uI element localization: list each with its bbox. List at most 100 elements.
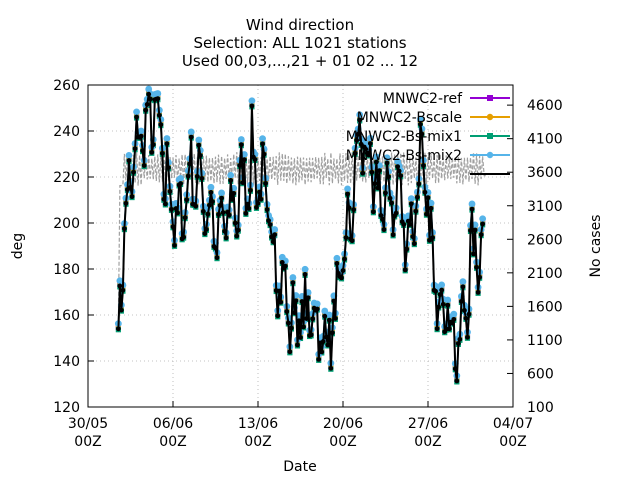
data-point [308,332,314,338]
data-point [240,180,246,186]
data-point [434,326,440,332]
y-tick-label: 200 [53,216,80,232]
legend-item: MNWC2-Bs-mix1 [346,129,510,145]
y2-tick-label: 600 [527,366,554,382]
data-point [263,180,268,186]
data-point [398,173,404,179]
data-point [264,207,270,212]
series-5 [115,91,486,384]
data-point [321,307,329,315]
data-point [367,141,373,146]
data-point [354,137,360,143]
data-point [444,296,452,304]
data-point [381,227,387,232]
data-point [213,245,218,251]
data-point [301,265,309,273]
data-point [451,316,457,322]
data-point [150,142,156,148]
data-point [146,91,152,97]
data-point [167,189,173,194]
data-point [184,197,190,203]
data-point [220,210,226,216]
data-point [329,330,335,336]
data-point [372,181,378,187]
x-tick-label: 27/06 [408,416,448,432]
data-point [377,168,382,174]
data-point [205,211,211,217]
data-point [462,308,467,313]
data-point [395,164,401,170]
data-point [172,242,177,248]
y-tick-label: 160 [53,308,80,324]
data-point [161,196,167,202]
data-point [258,196,264,202]
data-point [208,190,214,195]
data-point [132,146,138,152]
data-point [248,97,256,105]
data-point [115,326,121,332]
y2-tick-label: 1100 [527,333,563,349]
legend-label: MNWC2-Bs-mix2 [346,148,462,164]
data-point [352,150,358,156]
data-point [413,208,419,214]
data-point [185,173,191,179]
data-point [340,268,346,273]
data-point [356,111,364,119]
data-point [417,115,424,123]
data-point [292,310,297,316]
data-point [383,190,388,196]
data-point [408,201,414,207]
data-point [219,195,224,201]
data-point [293,298,299,304]
data-point [478,232,484,238]
legend-item: MNWC2-Bs-mix2 [346,148,510,164]
data-point [425,195,431,201]
data-point [459,278,467,286]
data-point [210,199,215,204]
data-point [424,211,429,217]
data-point [282,263,288,269]
data-point [232,220,238,226]
data-point [217,203,223,208]
data-point [228,178,234,183]
x-axis-label: Date [283,459,316,475]
data-point [421,163,426,168]
y2-tick-label: 100 [527,400,554,416]
data-point [468,200,476,208]
data-point [177,174,184,182]
data-point [235,227,241,233]
y-tick-label: 240 [53,124,80,140]
data-point [357,117,363,123]
y-tick-label: 180 [53,262,80,278]
data-point [446,326,452,332]
data-point [169,206,174,212]
data-point [164,141,170,147]
y2-tick-label: 3100 [527,199,563,215]
data-point [314,306,320,312]
data-point [243,210,249,216]
data-point [472,227,478,233]
data-point [259,135,266,143]
data-point [439,287,445,293]
data-point [118,307,124,313]
data-point [237,163,243,168]
data-point [460,284,466,290]
data-point [370,209,376,215]
data-point [128,184,133,190]
data-point [355,131,361,137]
data-point [407,195,415,203]
data-point [474,264,479,270]
data-point [375,185,381,191]
data-point [123,200,129,206]
data-point [325,311,333,319]
data-point [450,310,458,318]
data-point [389,200,394,206]
data-point [193,203,199,209]
data-point [471,251,476,257]
data-point [257,189,262,195]
data-point [334,260,340,266]
data-point [163,135,171,142]
data-point [477,274,483,280]
data-point [396,168,402,174]
data-point [463,315,469,321]
